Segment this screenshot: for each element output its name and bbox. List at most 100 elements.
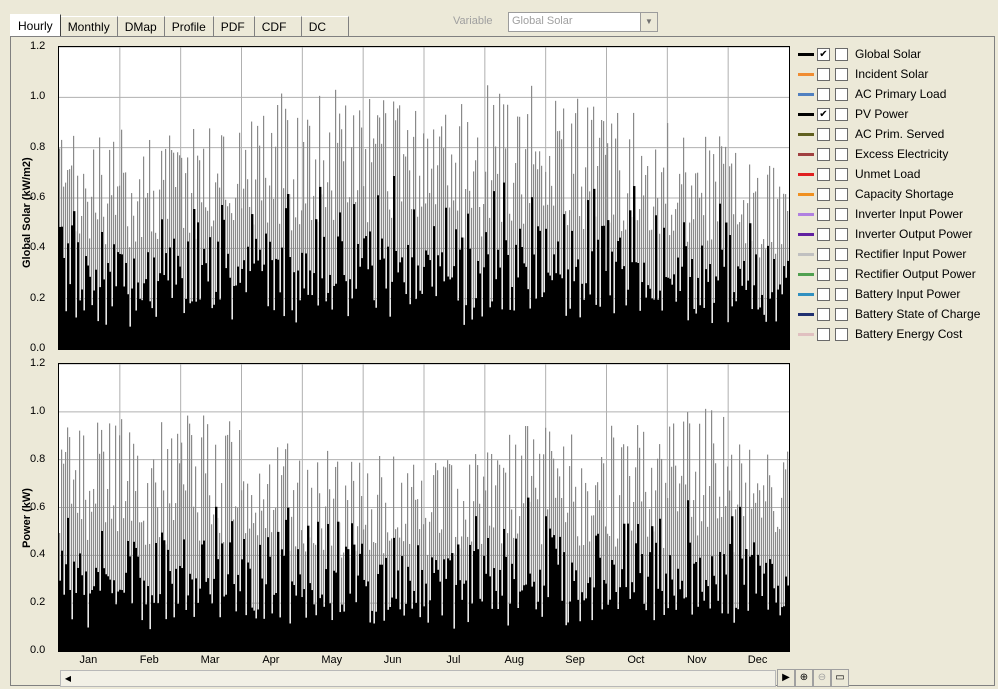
daily-base-bar bbox=[305, 253, 308, 349]
legend-show-checkbox[interactable] bbox=[817, 148, 830, 161]
legend-secondary-checkbox[interactable] bbox=[835, 88, 848, 101]
legend-secondary-checkbox[interactable] bbox=[835, 268, 848, 281]
legend-item[interactable]: Excess Electricity bbox=[795, 146, 995, 166]
legend-secondary-checkbox[interactable] bbox=[835, 188, 848, 201]
daily-base-bar bbox=[633, 186, 636, 349]
legend-show-checkbox[interactable] bbox=[817, 168, 830, 181]
daily-base-bar bbox=[537, 601, 540, 651]
legend-item[interactable]: Battery Input Power bbox=[795, 286, 995, 306]
legend-show-checkbox[interactable] bbox=[817, 88, 830, 101]
legend-secondary-checkbox[interactable] bbox=[835, 148, 848, 161]
legend-show-checkbox[interactable] bbox=[817, 328, 830, 341]
daily-base-bar bbox=[757, 309, 760, 349]
daily-base-bar bbox=[493, 568, 496, 651]
legend-secondary-checkbox[interactable] bbox=[835, 328, 848, 341]
legend-item[interactable]: ✔ Global Solar bbox=[795, 46, 995, 66]
scroll-right-button[interactable]: ▶ bbox=[777, 669, 795, 687]
tab-monthly[interactable]: Monthly bbox=[60, 16, 118, 37]
zoom-in-icon[interactable]: ⊕ bbox=[795, 669, 813, 687]
legend-item[interactable]: Rectifier Input Power bbox=[795, 246, 995, 266]
legend-secondary-checkbox[interactable] bbox=[835, 228, 848, 241]
tab-cdf[interactable]: CDF bbox=[254, 16, 302, 37]
tab-dc[interactable]: DC bbox=[301, 16, 349, 37]
legend-secondary-checkbox[interactable] bbox=[835, 288, 848, 301]
daily-peak-bar bbox=[575, 486, 577, 651]
daily-peak-bar bbox=[165, 148, 167, 349]
daily-base-bar bbox=[769, 559, 772, 651]
tab-pdf[interactable]: PDF bbox=[213, 16, 255, 37]
zoom-fit-icon[interactable]: ▭ bbox=[831, 669, 849, 687]
daily-peak-bar bbox=[83, 435, 85, 651]
daily-peak-bar bbox=[441, 126, 443, 349]
legend-show-checkbox[interactable] bbox=[817, 188, 830, 201]
legend-item[interactable]: Inverter Output Power bbox=[795, 226, 995, 246]
legend-show-checkbox[interactable] bbox=[817, 208, 830, 221]
legend-show-checkbox[interactable] bbox=[817, 308, 830, 321]
daily-base-bar bbox=[437, 255, 440, 349]
daily-base-bar bbox=[505, 556, 508, 651]
legend-show-checkbox[interactable] bbox=[817, 288, 830, 301]
daily-peak-bar bbox=[779, 186, 781, 349]
daily-base-bar bbox=[109, 271, 112, 349]
daily-peak-bar bbox=[481, 543, 483, 651]
daily-peak-bar bbox=[735, 152, 737, 349]
daily-peak-bar bbox=[409, 170, 411, 349]
scroll-left-icon[interactable]: ◀ bbox=[64, 674, 72, 683]
daily-base-bar bbox=[497, 249, 500, 349]
variable-select[interactable]: Global Solar ▼ bbox=[508, 12, 658, 32]
legend-label: AC Primary Load bbox=[855, 87, 947, 101]
daily-base-bar bbox=[743, 260, 746, 349]
legend-item[interactable]: Unmet Load bbox=[795, 166, 995, 186]
legend-label: Battery State of Charge bbox=[855, 307, 981, 321]
legend-secondary-checkbox[interactable] bbox=[835, 68, 848, 81]
daily-base-bar bbox=[735, 301, 738, 349]
daily-peak-bar bbox=[271, 532, 273, 651]
chevron-down-icon[interactable]: ▼ bbox=[640, 13, 657, 31]
legend-item[interactable]: Inverter Input Power bbox=[795, 206, 995, 226]
daily-peak-bar bbox=[367, 473, 369, 651]
legend-label: Rectifier Output Power bbox=[855, 267, 976, 281]
legend-item[interactable]: Capacity Shortage bbox=[795, 186, 995, 206]
legend-item[interactable]: ✔ PV Power bbox=[795, 106, 995, 126]
legend-item[interactable]: Rectifier Output Power bbox=[795, 266, 995, 286]
legend-show-checkbox[interactable] bbox=[817, 228, 830, 241]
daily-peak-bar bbox=[305, 551, 307, 651]
legend-secondary-checkbox[interactable] bbox=[835, 168, 848, 181]
daily-peak-bar bbox=[105, 244, 107, 349]
legend-item[interactable]: AC Prim. Served bbox=[795, 126, 995, 146]
daily-peak-bar bbox=[75, 231, 77, 349]
legend-item[interactable]: Incident Solar bbox=[795, 66, 995, 86]
legend-show-checkbox[interactable]: ✔ bbox=[817, 48, 830, 61]
legend-show-checkbox[interactable] bbox=[817, 248, 830, 261]
tab-dmap[interactable]: DMap bbox=[117, 16, 165, 37]
daily-peak-bar bbox=[273, 199, 275, 349]
tab-profile[interactable]: Profile bbox=[164, 16, 214, 37]
daily-base-bar bbox=[423, 606, 426, 651]
legend-item[interactable]: Battery Energy Cost bbox=[795, 326, 995, 346]
legend-secondary-checkbox[interactable] bbox=[835, 208, 848, 221]
daily-base-bar bbox=[707, 586, 710, 651]
daily-base-bar bbox=[167, 280, 170, 349]
legend-secondary-checkbox[interactable] bbox=[835, 108, 848, 121]
legend-secondary-checkbox[interactable] bbox=[835, 128, 848, 141]
legend-swatch bbox=[798, 253, 814, 256]
horizontal-scrollbar[interactable]: ◀ bbox=[60, 670, 776, 687]
daily-base-bar bbox=[701, 591, 704, 651]
daily-peak-bar bbox=[609, 222, 611, 349]
daily-peak-bar bbox=[173, 520, 175, 651]
legend-secondary-checkbox[interactable] bbox=[835, 48, 848, 61]
daily-base-bar bbox=[645, 297, 648, 349]
zoom-out-icon[interactable]: ⊖ bbox=[813, 669, 831, 687]
legend-show-checkbox[interactable] bbox=[817, 268, 830, 281]
legend-show-checkbox[interactable] bbox=[817, 68, 830, 81]
legend-secondary-checkbox[interactable] bbox=[835, 308, 848, 321]
legend-show-checkbox[interactable]: ✔ bbox=[817, 108, 830, 121]
legend-secondary-checkbox[interactable] bbox=[835, 248, 848, 261]
legend-item[interactable]: Battery State of Charge bbox=[795, 306, 995, 326]
legend-show-checkbox[interactable] bbox=[817, 128, 830, 141]
daily-peak-bar bbox=[551, 185, 553, 349]
daily-base-bar bbox=[303, 589, 306, 651]
tab-hourly[interactable]: Hourly bbox=[10, 14, 61, 38]
legend-item[interactable]: AC Primary Load bbox=[795, 86, 995, 106]
daily-base-bar bbox=[501, 309, 504, 349]
